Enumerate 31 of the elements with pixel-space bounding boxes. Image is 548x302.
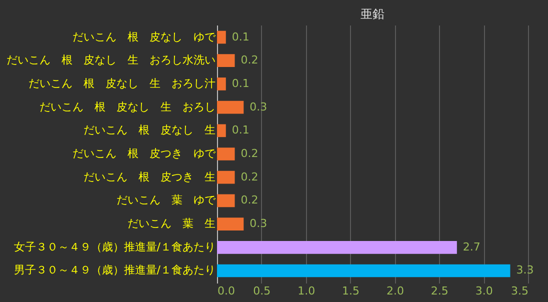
x-tick-label: 1.0 bbox=[298, 284, 316, 298]
y-tick-label: だいこん 根 皮なし 生 おろし汁 bbox=[28, 76, 216, 90]
y-tick-label: だいこん 根 皮つき 生 bbox=[84, 170, 216, 184]
y-tick-label: だいこん 根 皮なし 生 bbox=[84, 124, 216, 137]
data-label: 0.1 bbox=[232, 30, 250, 44]
data-label: 3.3 bbox=[516, 264, 534, 277]
data-label: 0.2 bbox=[240, 54, 258, 67]
x-tick-label: 2.5 bbox=[430, 284, 448, 298]
x-tick-label: 2.0 bbox=[386, 284, 404, 298]
chart-title: 亜鉛 bbox=[360, 7, 384, 21]
x-tick-label: 3.0 bbox=[475, 284, 493, 298]
data-label: 0.2 bbox=[240, 147, 258, 160]
x-tick-label: 3.5 bbox=[511, 284, 528, 298]
x-tick-label: 0.0 bbox=[218, 284, 235, 298]
data-label: 0.2 bbox=[240, 194, 258, 207]
y-tick-label: だいこん 根 皮なし 生 おろし bbox=[40, 100, 216, 114]
y-tick-label: 女子３０～４９（歳）推進量/１食あたり bbox=[14, 240, 216, 254]
data-label: 0.1 bbox=[232, 76, 250, 90]
x-tick-label: 0.5 bbox=[253, 284, 271, 298]
y-tick-label: だいこん 根 皮つき ゆで bbox=[72, 147, 216, 160]
y-tick-label: だいこん 根 皮なし ゆで bbox=[72, 30, 216, 44]
data-label: 0.3 bbox=[250, 100, 268, 114]
x-tick-label: 1.5 bbox=[342, 284, 360, 298]
y-tick-label: 男子３０～４９（歳）推進量/１食あたり bbox=[14, 264, 216, 277]
data-label: 0.3 bbox=[250, 217, 268, 230]
y-tick-label: だいこん 葉 生 bbox=[128, 217, 216, 230]
y-tick-label: だいこん 根 皮なし 生 おろし水洗い bbox=[6, 54, 216, 67]
data-label: 0.1 bbox=[232, 124, 250, 137]
data-label: 2.7 bbox=[462, 240, 480, 254]
data-label: 0.2 bbox=[240, 170, 258, 184]
y-tick-label: だいこん 葉 ゆで bbox=[116, 194, 216, 207]
